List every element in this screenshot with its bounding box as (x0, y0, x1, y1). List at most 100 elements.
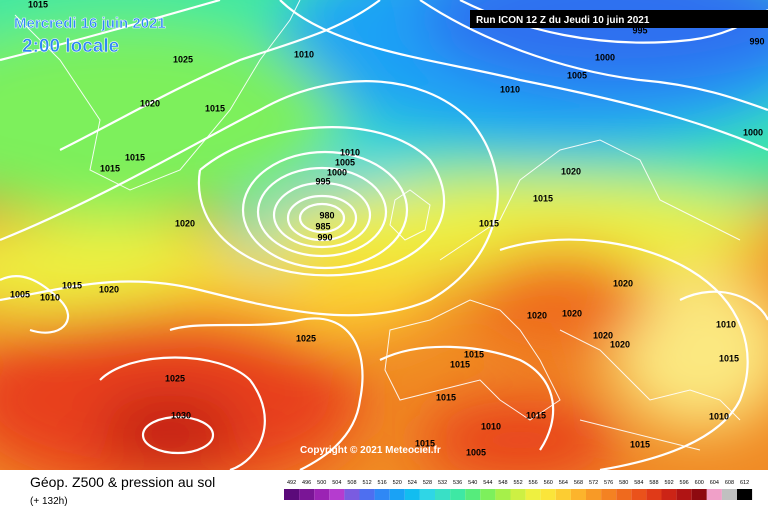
isobar-label: 1015 (450, 359, 470, 369)
scale-label: 516 (378, 480, 387, 486)
isobar-label: 1010 (294, 49, 314, 59)
isobar-label: 990 (749, 36, 764, 46)
scale-swatch (450, 489, 466, 500)
scale-label: 580 (619, 480, 628, 486)
time-label: 2:00 locale (22, 36, 119, 57)
isobar-label: 1010 (340, 147, 360, 157)
isobar-label: 1015 (533, 193, 553, 203)
scale-swatch (540, 489, 556, 500)
isobar-label: 1015 (62, 280, 82, 290)
isobar-label: 1030 (171, 410, 191, 420)
field (0, 0, 768, 470)
coastlines (14, 0, 741, 451)
scale-swatch (435, 489, 451, 500)
scale-label: 548 (498, 480, 507, 486)
isobar-label: 985 (315, 221, 330, 231)
isobar-label: 995 (632, 25, 647, 35)
color-scale: 492 496 500 504 508 512 516 520 524 528 532 536 540 5… (284, 480, 753, 500)
scale-swatch (586, 489, 602, 500)
scale-label: 552 (513, 480, 522, 486)
isobars (0, 0, 768, 470)
scale-swatch (389, 489, 405, 500)
isobar-label: 1015 (28, 0, 48, 9)
isobar-label: 1020 (99, 284, 119, 294)
scale-label: 508 (347, 480, 356, 486)
scale-label: 492 (287, 480, 296, 486)
scale-swatch (555, 489, 571, 500)
isobar-label: 1015 (630, 439, 650, 449)
scale-swatch (616, 489, 632, 500)
scale-swatch (404, 489, 420, 500)
isobar-label: 1020 (593, 330, 613, 340)
isobar-label: 1020 (613, 278, 633, 288)
isobar-label: 1025 (173, 54, 193, 64)
scale-swatch (359, 489, 375, 500)
isobar-label: 1020 (562, 308, 582, 318)
footer-title: Géop. Z500 & pression au sol (30, 474, 215, 490)
scale-label: 608 (725, 480, 734, 486)
scale-label: 528 (423, 480, 432, 486)
isobar-label: 1010 (709, 411, 729, 421)
scale-swatch (510, 489, 526, 500)
scale-label: 596 (680, 480, 689, 486)
scale-label: 536 (453, 480, 462, 486)
scale-label: 560 (544, 480, 553, 486)
scale-label: 592 (664, 480, 673, 486)
isobar-label: 1015 (436, 392, 456, 402)
scale-swatch (676, 489, 692, 500)
scale-swatch (480, 489, 496, 500)
scale-swatch (465, 489, 481, 500)
scale-swatch (631, 489, 647, 500)
scale-swatch (525, 489, 541, 500)
isobar-label: 1025 (296, 333, 316, 343)
scale-label: 588 (649, 480, 658, 486)
isobar-label: 1010 (716, 319, 736, 329)
scale-swatch (601, 489, 617, 500)
scale-swatch (570, 489, 586, 500)
scale-swatch (344, 489, 360, 500)
scale-label: 524 (408, 480, 417, 486)
scale-label: 496 (302, 480, 311, 486)
scale-swatch (706, 489, 722, 500)
isobar-label: 1015 (464, 349, 484, 359)
isobar-label: 1005 (335, 157, 355, 167)
scale-label: 572 (589, 480, 598, 486)
scale-label: 612 (740, 480, 749, 486)
run-banner (470, 10, 768, 28)
isobar-label: 1000 (327, 167, 347, 177)
isobar-label: 1000 (743, 127, 763, 137)
scale-label: 520 (393, 480, 402, 486)
scale-label: 584 (634, 480, 643, 486)
scale-swatch (374, 489, 390, 500)
isobar-label: 1010 (500, 84, 520, 94)
isobar-label: 990 (317, 232, 332, 242)
date-label: Mercredi 16 juin 2021 (14, 15, 166, 32)
scale-swatch (661, 489, 677, 500)
isobar-label: 1020 (140, 98, 160, 108)
isobar-label: 1015 (205, 103, 225, 113)
scale-swatch (314, 489, 330, 500)
scale-label: 540 (468, 480, 477, 486)
scale-label: 532 (438, 480, 447, 486)
scale-swatch (495, 489, 511, 500)
isobar-label: 1015 (719, 353, 739, 363)
isobar-label: 1015 (125, 152, 145, 162)
scale-swatch (419, 489, 435, 500)
scale-swatch (646, 489, 662, 500)
isobar-label: 1015 (479, 218, 499, 228)
isobar-label: 1015 (100, 163, 120, 173)
scale-label: 544 (483, 480, 492, 486)
scale-swatch (737, 489, 753, 500)
scale-label: 564 (559, 480, 568, 486)
isobar-label: 1020 (610, 339, 630, 349)
run-label: Run ICON 12 Z du Jeudi 10 juin 2021 (476, 15, 650, 26)
isobar-label: 995 (315, 176, 330, 186)
scale-swatch (691, 489, 707, 500)
scale-label: 556 (529, 480, 538, 486)
isobar-label: 1000 (595, 52, 615, 62)
scale-label: 512 (362, 480, 371, 486)
scale-label: 568 (574, 480, 583, 486)
